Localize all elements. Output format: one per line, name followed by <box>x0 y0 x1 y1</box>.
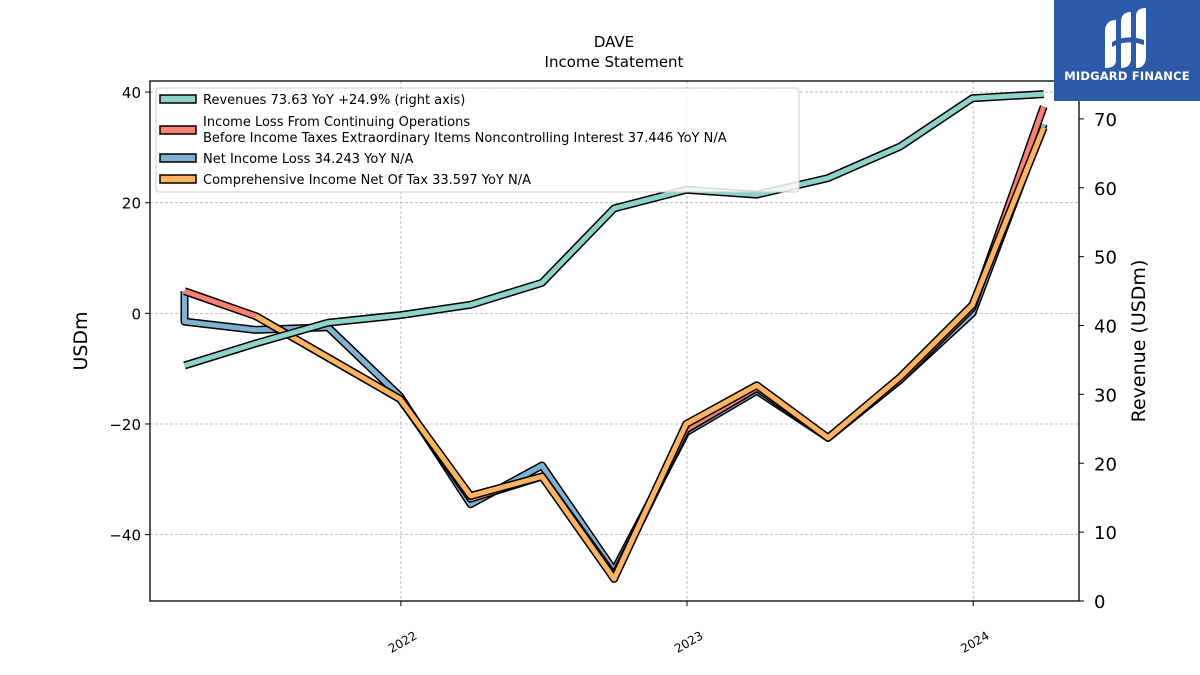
series-lines <box>180 90 1048 583</box>
y-tick-label: 0 <box>131 305 141 323</box>
legend-swatch <box>159 174 197 184</box>
y2-tick-label: 40 <box>1094 317 1117 338</box>
legend-label: Comprehensive Income Net Of Tax 33.597 Y… <box>203 173 531 188</box>
y2-tick-label: 60 <box>1094 179 1117 200</box>
legend-label: Before Income Taxes Extraordinary Items … <box>203 131 727 146</box>
x-tick-label: 2023 <box>672 628 705 655</box>
y-tick-label: 20 <box>122 195 141 213</box>
y2-tick-label: 30 <box>1094 385 1117 406</box>
logo-text: MIDGARD FINANCE <box>1064 69 1190 83</box>
y2-tick-label: 70 <box>1094 110 1117 131</box>
legend-label: Net Income Loss 34.243 YoY N/A <box>203 152 414 167</box>
legend-swatch <box>159 94 197 104</box>
x-tick-label: 2022 <box>386 628 419 655</box>
series-line-comprehensive <box>254 126 1047 582</box>
chart-title: DAVE <box>594 33 634 51</box>
series-line-revenues <box>183 91 1044 368</box>
plot-frame <box>149 80 1080 602</box>
legend-swatch <box>159 125 197 135</box>
chart-subtitle: Income Statement <box>545 53 684 71</box>
logo-mark-icon <box>1105 8 1146 68</box>
y-tick-label: −20 <box>109 416 141 434</box>
legend-label: Revenues 73.63 YoY +24.9% (right axis) <box>203 93 465 108</box>
y2-tick-label: 0 <box>1094 592 1105 613</box>
legend-label: Income Loss From Continuing Operations <box>203 115 470 130</box>
y-tick-label: 40 <box>122 84 141 102</box>
y2-tick-label: 10 <box>1094 523 1117 544</box>
x-tick-label: 2024 <box>958 628 991 655</box>
legend-swatch <box>159 153 197 163</box>
legend-box <box>155 87 800 193</box>
y2-tick-label: 50 <box>1094 248 1117 269</box>
y2-tick-label: 20 <box>1094 454 1117 475</box>
legend: Revenues 73.63 YoY +24.9% (right axis) In… <box>155 87 800 193</box>
y-axis-label: USDm <box>70 311 92 370</box>
midgard-finance-logo: MIDGARD FINANCE <box>1054 0 1200 101</box>
y-tick-label: −40 <box>109 527 141 545</box>
y2-axis-label: Revenue (USDm) <box>1128 260 1150 423</box>
